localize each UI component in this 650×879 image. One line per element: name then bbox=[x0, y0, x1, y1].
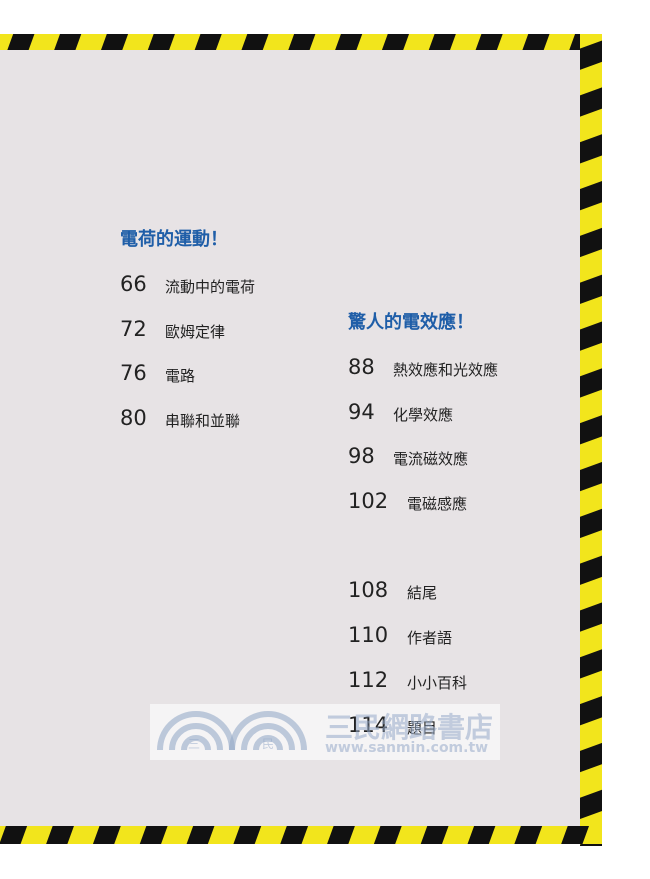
watermark-name: 三民網路書店 bbox=[325, 711, 494, 744]
section-heading: 電荷的運動！ bbox=[120, 229, 228, 250]
toc-entry: 作者語 bbox=[407, 629, 453, 647]
toc-entry: 結尾 bbox=[407, 584, 438, 602]
page-number: 108 bbox=[348, 578, 389, 602]
page-number: 98 bbox=[348, 444, 375, 469]
page-number: 112 bbox=[348, 668, 389, 692]
toc-entry: 電流磁效應 bbox=[393, 450, 469, 469]
toc-entry: 化學效應 bbox=[393, 405, 454, 424]
page-number: 72 bbox=[120, 316, 147, 341]
toc-entry: 串聯和並聯 bbox=[165, 411, 241, 430]
page-number: 88 bbox=[348, 355, 375, 379]
section-heading: 驚人的電效應！ bbox=[348, 312, 474, 333]
page-number: 110 bbox=[348, 623, 389, 647]
toc-entry: 歐姆定律 bbox=[165, 322, 226, 341]
page-number: 102 bbox=[348, 488, 389, 513]
toc-entry: 流動中的電荷 bbox=[165, 278, 256, 296]
watermark-logo: 三 bbox=[188, 737, 201, 751]
page-number: 94 bbox=[348, 399, 375, 424]
toc-entry: 電磁感應 bbox=[407, 494, 468, 513]
toc-entry: 題目 bbox=[407, 719, 438, 737]
toc-entry: 電路 bbox=[165, 367, 196, 386]
page-number: 114 bbox=[348, 713, 389, 737]
watermark-url: www.sanmin.com.tw bbox=[325, 740, 489, 756]
watermark-logo: 民 bbox=[262, 737, 275, 751]
page-number: 66 bbox=[120, 272, 147, 296]
page-number: 80 bbox=[120, 405, 147, 430]
toc-entry: 小小百科 bbox=[407, 674, 468, 692]
toc-entry: 熱效應和光效應 bbox=[393, 361, 499, 379]
page-number: 76 bbox=[120, 361, 147, 386]
